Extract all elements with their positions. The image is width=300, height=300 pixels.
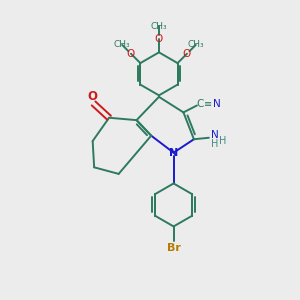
- Text: N: N: [169, 148, 178, 158]
- Text: CH₃: CH₃: [188, 40, 204, 50]
- Text: O: O: [183, 49, 191, 59]
- Text: Br: Br: [167, 243, 181, 253]
- Text: CH₃: CH₃: [114, 40, 130, 50]
- Text: CH₃: CH₃: [151, 22, 167, 31]
- Text: O: O: [155, 34, 163, 44]
- Text: N: N: [213, 99, 221, 109]
- Text: O: O: [127, 49, 135, 59]
- Text: H: H: [211, 139, 218, 149]
- Text: ≡: ≡: [204, 99, 212, 109]
- Text: O: O: [87, 90, 97, 103]
- Text: H: H: [219, 136, 226, 146]
- Text: N: N: [211, 130, 219, 140]
- Text: C: C: [196, 99, 204, 109]
